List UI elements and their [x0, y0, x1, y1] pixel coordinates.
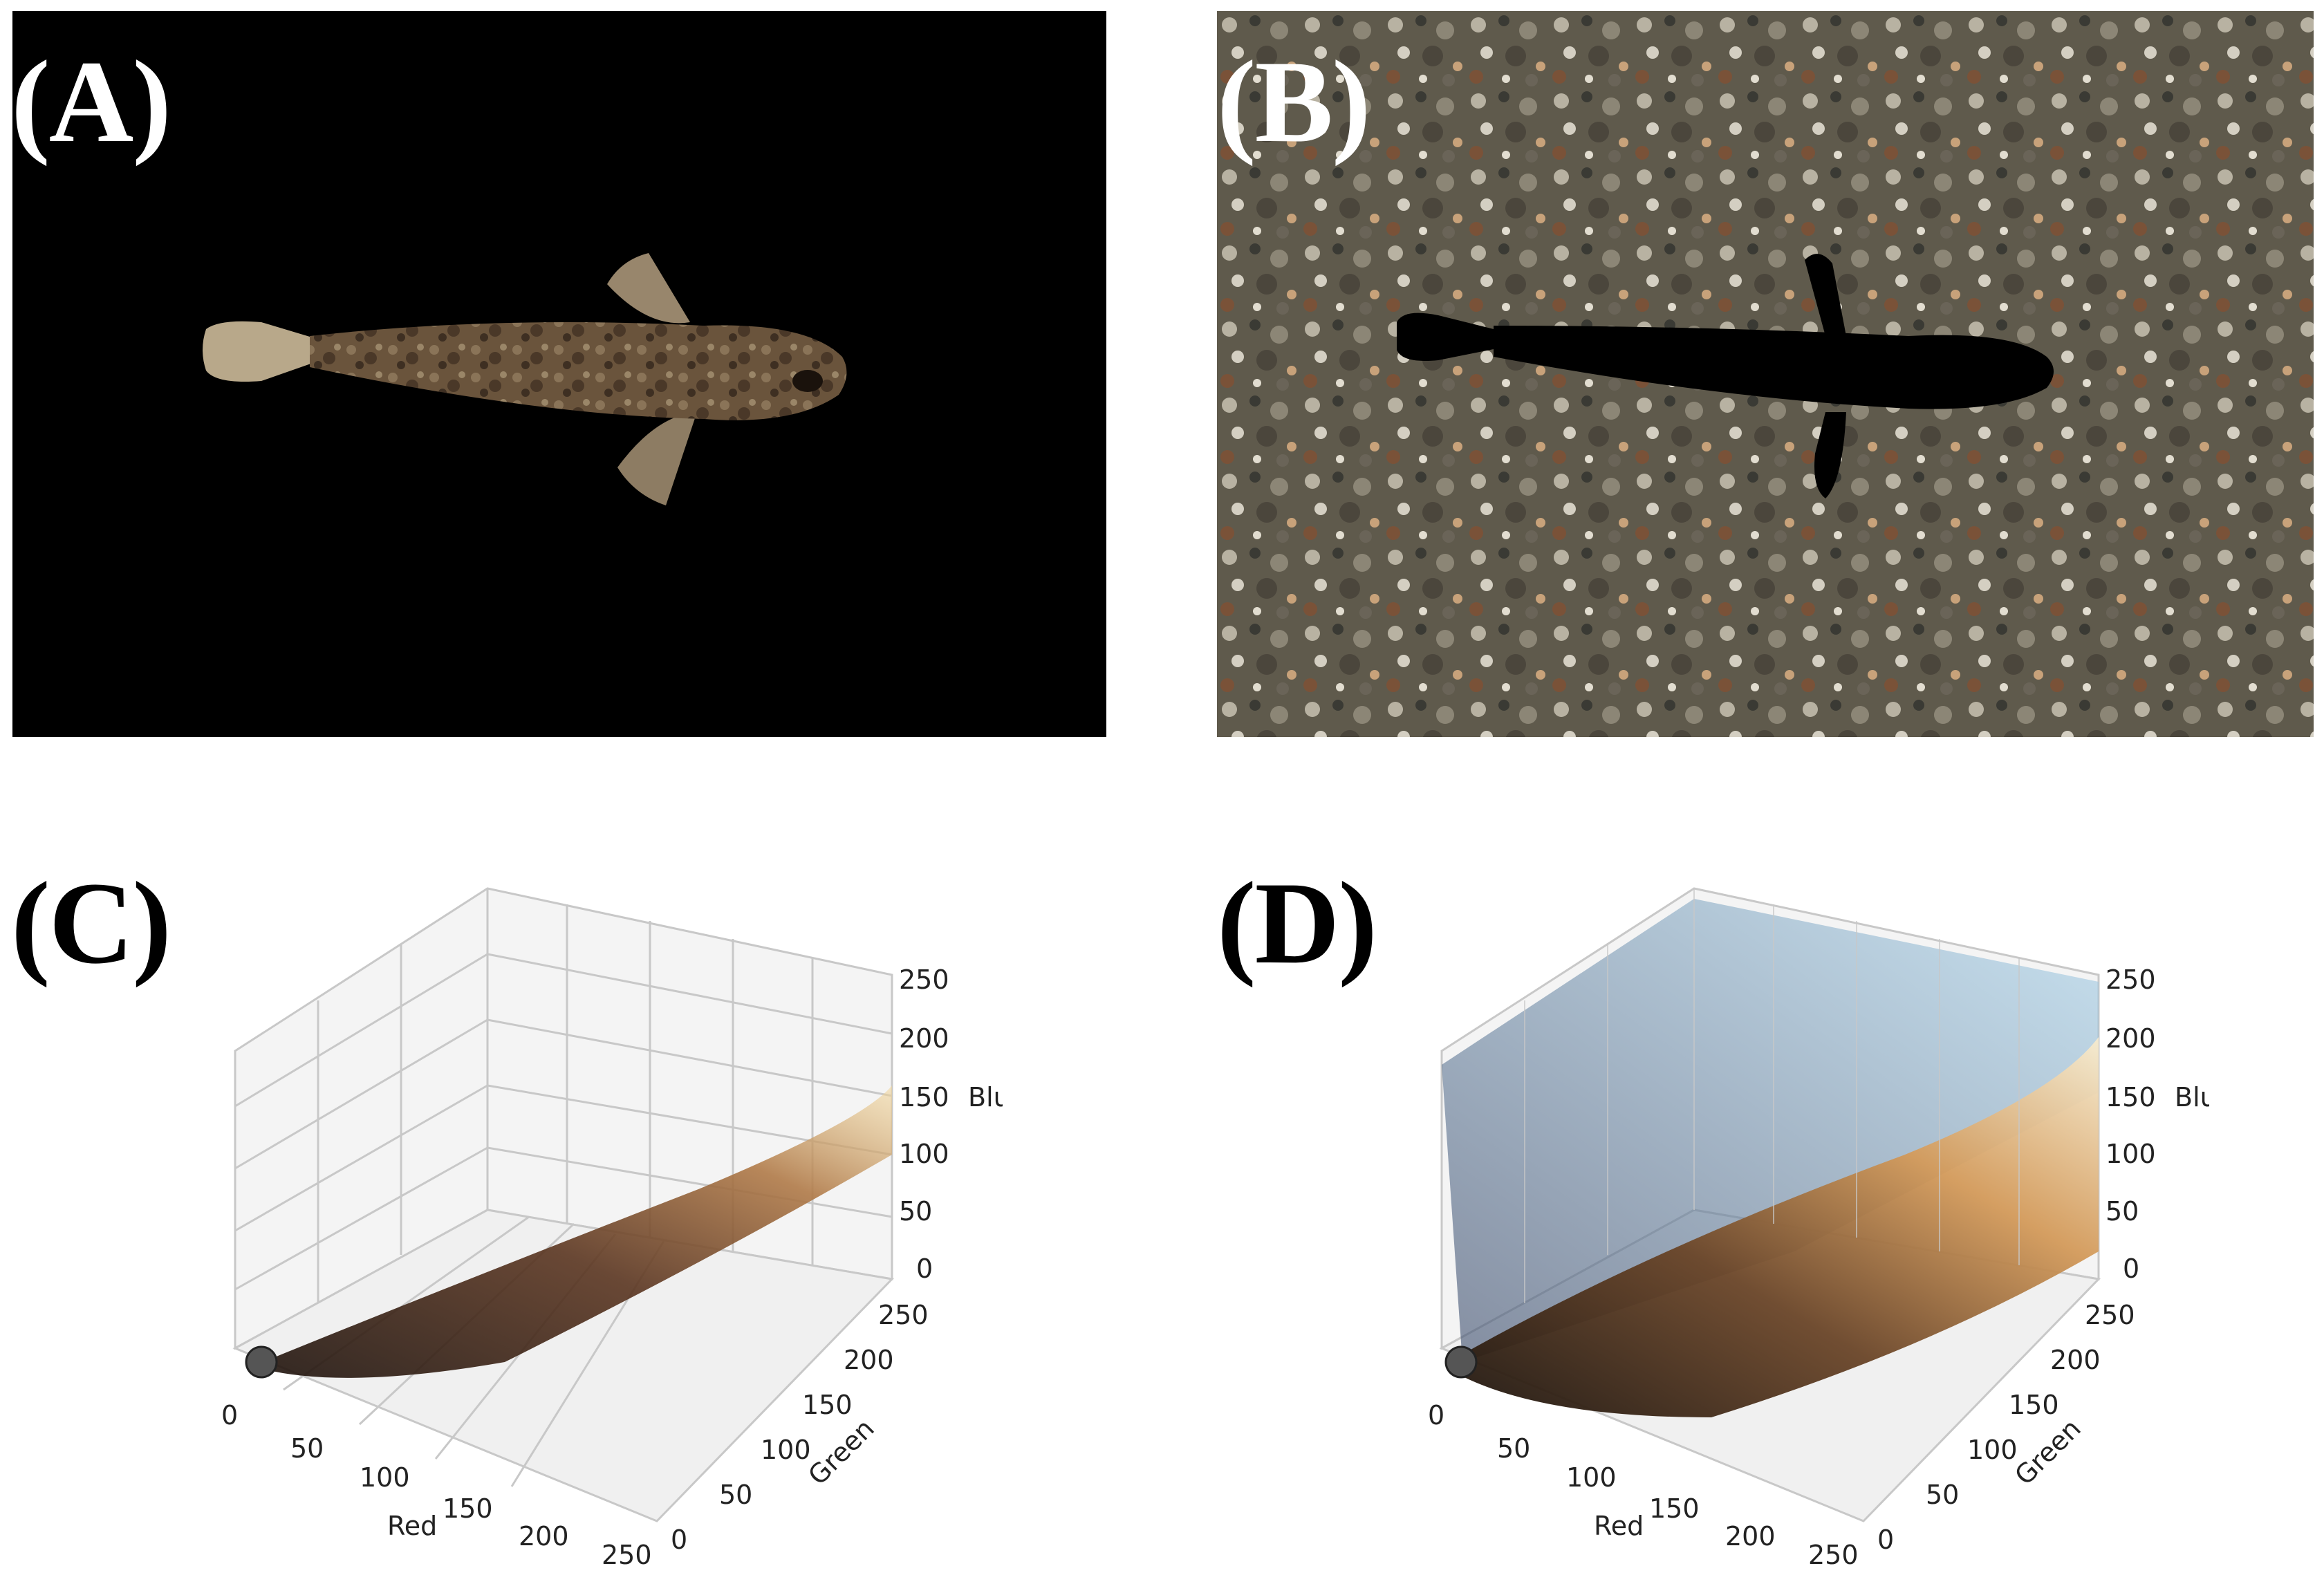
red-tick-50: 50	[1497, 1433, 1530, 1464]
photo-a	[12, 11, 1106, 737]
red-tick-0: 0	[1428, 1400, 1444, 1430]
green-tick-50: 50	[719, 1480, 752, 1510]
red-tick-100: 100	[360, 1462, 410, 1493]
red-tick-200: 200	[519, 1521, 569, 1551]
blue-tick-150: 150	[2105, 1082, 2156, 1112]
cube-grid-c	[232, 887, 895, 1522]
red-tick-50: 50	[290, 1433, 324, 1464]
green-tick-200: 200	[2050, 1345, 2101, 1375]
blue-tick-100: 100	[2105, 1139, 2156, 1169]
panel-label-c: (C)	[11, 858, 171, 988]
green-tick-150: 150	[802, 1390, 853, 1420]
red-tick-200: 200	[1725, 1521, 1776, 1551]
panel-label-a: (A)	[11, 37, 171, 167]
green-axis-label: Green	[2009, 1413, 2086, 1491]
rgb-scatter-c: 250 200 150 Blue 100 50 0 0 50 100 150 R…	[221, 887, 1003, 1569]
blue-tick-250: 250	[899, 964, 949, 995]
blue-axis-label: Blue	[968, 1082, 1003, 1112]
blue-tick-50: 50	[899, 1196, 932, 1227]
red-tick-100: 100	[1566, 1462, 1617, 1493]
blue-tick-200: 200	[2105, 1023, 2156, 1054]
panel-label-b: (B)	[1217, 37, 1371, 167]
green-axis-label: Green	[802, 1413, 880, 1491]
blue-tick-250: 250	[2105, 964, 2156, 995]
pixel-cloud-d	[1442, 899, 2099, 1417]
green-tick-0: 0	[671, 1525, 687, 1555]
blue-tick-200: 200	[899, 1023, 949, 1054]
blue-tick-150: 150	[899, 1082, 949, 1112]
blue-tick-0: 0	[916, 1254, 933, 1284]
pixel-cloud-c	[245, 1085, 892, 1379]
green-tick-100: 100	[1967, 1435, 2018, 1465]
red-axis-label: Red	[1594, 1511, 1644, 1541]
fish-silhouette	[1397, 254, 2054, 498]
green-tick-50: 50	[1926, 1480, 1959, 1510]
blue-tick-0: 0	[2123, 1254, 2139, 1284]
red-tick-150: 150	[1649, 1493, 1700, 1524]
blue-axis-label: Blue	[2175, 1082, 2209, 1112]
red-tick-250: 250	[1808, 1540, 1859, 1569]
red-tick-150: 150	[443, 1493, 493, 1524]
panel-label-d: (D)	[1217, 858, 1377, 988]
green-tick-250: 250	[2085, 1300, 2135, 1330]
green-tick-250: 250	[878, 1300, 929, 1330]
red-tick-0: 0	[221, 1400, 238, 1430]
green-tick-0: 0	[1877, 1525, 1894, 1555]
rgb-scatter-d: 250 200 150 Blue 100 50 0 0 50 100 150 R…	[1428, 887, 2209, 1569]
blue-tick-100: 100	[899, 1139, 949, 1169]
blue-tick-50: 50	[2105, 1196, 2139, 1227]
green-tick-150: 150	[2009, 1390, 2059, 1420]
green-tick-100: 100	[761, 1435, 811, 1465]
fish-specimen	[203, 253, 847, 505]
green-tick-200: 200	[844, 1345, 894, 1375]
red-tick-250: 250	[602, 1540, 652, 1569]
photo-b	[1217, 11, 2314, 737]
red-axis-label: Red	[387, 1511, 437, 1541]
